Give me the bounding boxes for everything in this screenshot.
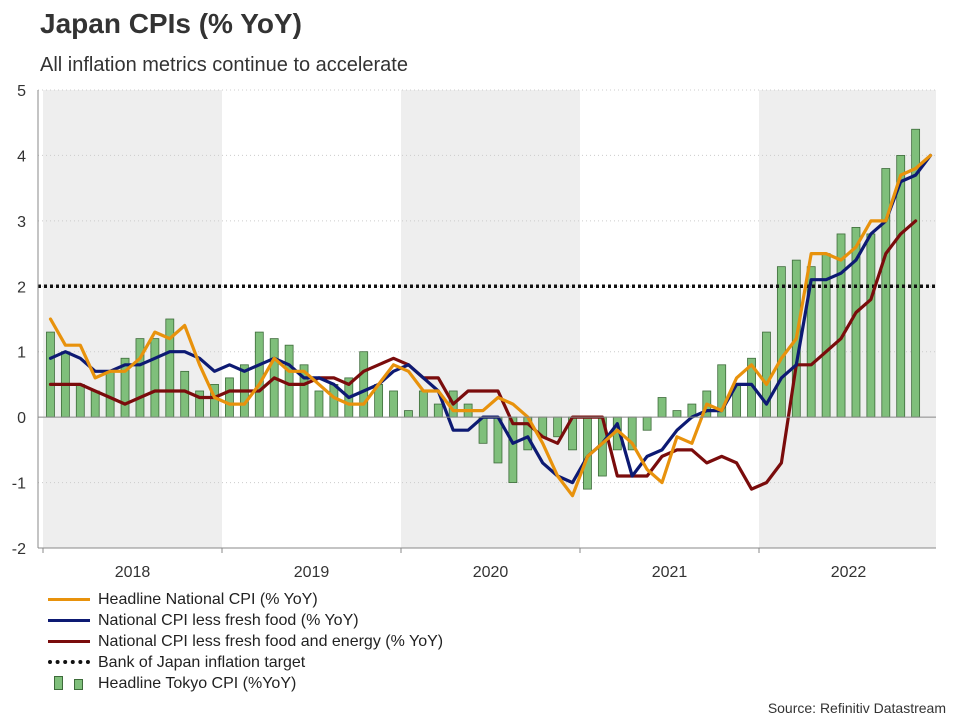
tokyo-cpi-bar	[165, 318, 175, 418]
legend-label-headline: Headline National CPI (% YoY)	[98, 590, 318, 608]
tokyo-cpi-bar	[418, 390, 428, 418]
chart-subtitle: All inflation metrics continue to accele…	[40, 54, 408, 76]
legend-swatch-tokyo	[46, 673, 92, 694]
tokyo-cpi-bar	[90, 390, 100, 418]
cpi-chart: 5 4 3 2 1 0 -1 -2 2018 2019 2020 2021 2022	[12, 83, 936, 581]
tokyo-cpi-bar	[180, 370, 190, 418]
legend-swatch-core	[46, 610, 92, 631]
y-tick-label: 5	[17, 83, 26, 100]
y-tick-label: -1	[12, 476, 26, 493]
legend-item-tokyo[interactable]: Headline Tokyo CPI (%YoY)	[46, 673, 443, 694]
legend-swatch-core-core	[46, 631, 92, 652]
tokyo-cpi-bar	[404, 410, 413, 418]
tokyo-cpi-bar	[75, 384, 85, 418]
tokyo-cpi-bar	[866, 233, 876, 418]
tokyo-cpi-bar	[389, 390, 398, 418]
y-tick-label: 1	[17, 345, 26, 362]
tokyo-cpi-bar	[508, 416, 518, 483]
tokyo-cpi-bar	[314, 390, 324, 418]
tokyo-cpi-bar	[150, 338, 160, 418]
series-line-headline	[48, 153, 933, 498]
x-tick-label: 2022	[831, 564, 867, 581]
legend-item-core[interactable]: National CPI less fresh food (% YoY)	[46, 610, 443, 631]
y-tick-label: -2	[12, 541, 26, 558]
legend-label-tokyo: Headline Tokyo CPI (%YoY)	[98, 674, 297, 692]
tokyo-cpi-bar	[284, 344, 294, 418]
legend-label-core: National CPI less fresh food (% YoY)	[98, 611, 359, 629]
y-tick-label: 3	[17, 214, 26, 231]
y-tick-label: 2	[17, 279, 26, 296]
legend-swatch-target	[46, 652, 92, 673]
tokyo-cpi-bar	[225, 377, 234, 418]
x-tick-label: 2021	[652, 564, 688, 581]
legend-label-core-core: National CPI less fresh food and energy …	[98, 632, 444, 650]
tokyo-cpi-bar	[672, 410, 682, 418]
legend-item-target[interactable]: Bank of Japan inflation target	[46, 652, 443, 673]
x-tick-label: 2020	[473, 564, 509, 581]
legend: Headline National CPI (% YoY) National C…	[46, 589, 443, 694]
tokyo-cpi-bar	[642, 416, 652, 431]
legend-item-core-core[interactable]: National CPI less fresh food and energy …	[46, 631, 443, 652]
chart-title: Japan CPIs (% YoY)	[40, 8, 302, 39]
x-tick-label: 2019	[294, 564, 330, 581]
year-band-2020	[401, 90, 580, 548]
series-line-core-core	[48, 219, 918, 491]
tokyo-cpi-bar	[46, 331, 55, 418]
y-tick-label: 0	[17, 410, 26, 427]
legend-item-headline[interactable]: Headline National CPI (% YoY)	[46, 589, 443, 610]
tokyo-cpi-bar	[359, 351, 369, 418]
x-tick-label: 2018	[115, 564, 151, 581]
legend-label-target: Bank of Japan inflation target	[98, 653, 306, 671]
y-tick-label: 4	[17, 148, 26, 165]
tokyo-cpi-bar	[657, 397, 667, 418]
year-band-2022	[759, 90, 936, 548]
tokyo-cpi-bar	[776, 266, 786, 418]
tokyo-cpi-bar	[329, 384, 339, 418]
tokyo-cpi-bar	[433, 403, 443, 418]
year-band-2018	[43, 90, 222, 548]
tokyo-cpi-bar	[105, 370, 115, 418]
tokyo-cpi-bar	[254, 331, 264, 418]
tokyo-cpi-bar	[881, 168, 891, 418]
legend-swatch-headline	[46, 589, 92, 610]
tokyo-cpi-bar	[553, 416, 563, 438]
source-note: Source: Refinitiv Datastream	[767, 700, 946, 716]
